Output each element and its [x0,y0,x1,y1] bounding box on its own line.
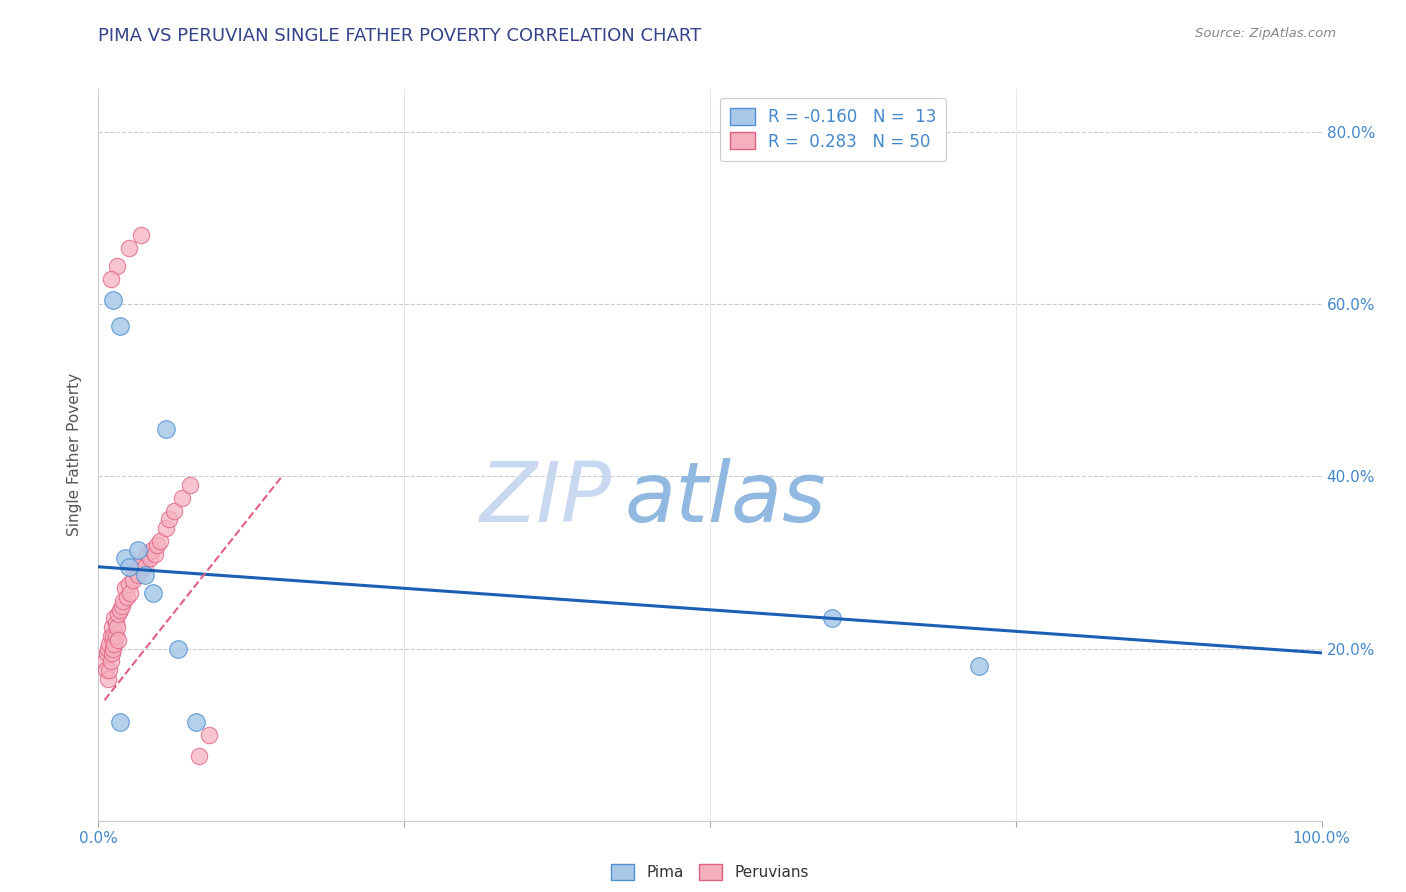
Point [155,521,177,535]
Point [118,241,141,255]
Point [187,749,209,764]
Y-axis label: Single Father Poverty: Single Father Poverty [67,374,83,536]
Point [179,478,201,492]
Point [105,259,128,273]
Point [129,228,152,243]
Point [167,641,190,656]
Point [101,620,124,634]
Point [100,271,122,285]
Point [110,714,132,729]
Point [110,318,132,333]
Point [134,568,156,582]
Point [105,620,128,634]
Point [170,491,193,505]
Point [94,663,117,677]
Point [111,599,134,613]
Point [136,547,159,561]
Point [114,582,136,596]
Point [821,611,844,625]
Point [110,603,132,617]
Point [107,607,129,621]
Point [114,551,136,566]
Point [101,293,124,307]
Point [146,538,169,552]
Point [101,646,124,660]
Point [129,559,152,574]
Point [103,637,125,651]
Point [97,672,120,686]
Point [142,585,165,599]
Text: Source: ZipAtlas.com: Source: ZipAtlas.com [1195,27,1336,40]
Point [163,504,186,518]
Point [121,573,143,587]
Point [155,422,177,436]
Point [127,568,149,582]
Point [100,655,122,669]
Point [967,658,990,673]
Point [98,663,121,677]
Point [157,512,180,526]
Point [101,629,124,643]
Point [127,542,149,557]
Point [141,542,163,557]
Point [115,590,138,604]
Text: atlas: atlas [624,458,827,540]
Point [104,615,127,630]
Point [120,585,142,599]
Point [96,646,118,660]
Point [107,632,129,647]
Point [118,559,141,574]
Point [103,611,125,625]
Text: ZIP: ZIP [481,458,612,540]
Point [118,577,141,591]
Point [97,641,120,656]
Legend: Pima, Peruvians: Pima, Peruvians [605,858,815,886]
Point [149,533,172,548]
Point [98,637,121,651]
Point [143,547,166,561]
Point [134,559,156,574]
Point [139,551,162,566]
Point [93,655,115,669]
Point [104,629,127,643]
Text: PIMA VS PERUVIAN SINGLE FATHER POVERTY CORRELATION CHART: PIMA VS PERUVIAN SINGLE FATHER POVERTY C… [98,27,702,45]
Point [100,629,122,643]
Point [101,641,124,656]
Point [197,728,219,742]
Point [124,564,146,578]
Point [131,556,153,570]
Point [111,594,134,608]
Point [186,714,208,729]
